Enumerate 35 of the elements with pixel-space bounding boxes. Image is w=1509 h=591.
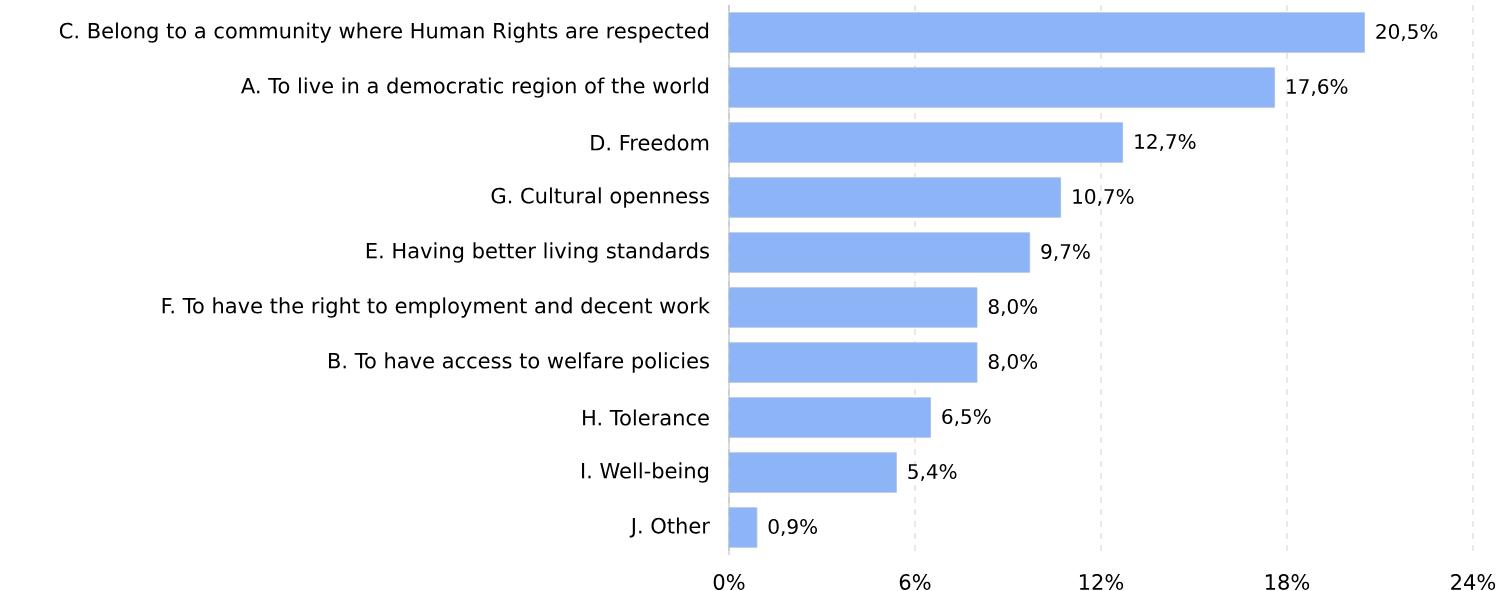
y-tick-label: H. Tolerance	[583, 409, 709, 426]
x-tick-label: 6%	[899, 574, 931, 590]
data-label: 12,7%	[1135, 133, 1196, 152]
bar	[728, 287, 978, 328]
y-tick-label: D. Freedom	[591, 134, 709, 151]
data-label: 0,9%	[768, 518, 818, 537]
bar	[728, 122, 1124, 163]
y-tick-label: I. Well-being	[582, 462, 709, 483]
bar	[728, 342, 978, 383]
y-tick-label: E. Having better living standards	[366, 242, 709, 263]
data-label: 9,7%	[1041, 243, 1090, 262]
y-tick-label: C. Belong to a community where Human Rights are respected	[59, 22, 709, 43]
x-tick-label: 24%	[1451, 574, 1496, 590]
bar	[728, 397, 931, 438]
x-tick-label: 0%	[713, 574, 745, 590]
data-label: 17,6%	[1287, 78, 1348, 97]
bar	[728, 67, 1275, 108]
bar	[728, 12, 1365, 53]
bar	[728, 177, 1062, 218]
y-tick-label: B. To have access to welfare policies	[329, 352, 709, 373]
data-label: 8,0%	[988, 298, 1038, 317]
y-tick-label: J. Other	[629, 517, 710, 538]
data-label: 20,5%	[1376, 23, 1438, 42]
bar	[728, 507, 758, 548]
y-tick-label: F. To have the right to employment and decent work	[162, 297, 710, 318]
bar	[728, 232, 1031, 273]
y-tick-label: G. Cultural openness	[491, 187, 709, 208]
y-tick-label: A. To live in a democratic region of the world	[241, 77, 709, 98]
data-label: 10,7%	[1073, 188, 1134, 207]
data-label: 5,4%	[908, 463, 957, 482]
x-tick-label: 12%	[1079, 574, 1124, 590]
x-tick-label: 18%	[1265, 574, 1310, 590]
data-label: 6,5%	[942, 408, 991, 427]
data-label: 8,0%	[988, 353, 1038, 372]
bar	[728, 452, 897, 493]
